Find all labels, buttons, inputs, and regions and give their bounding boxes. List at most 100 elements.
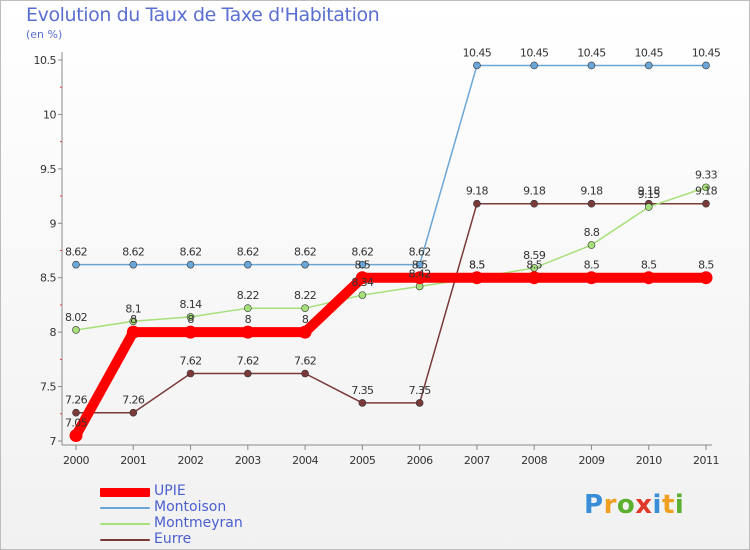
y-tick-label: 8.5 <box>40 272 56 285</box>
data-point <box>702 199 710 208</box>
data-point <box>72 326 80 334</box>
series-line-montmeyran <box>75 186 707 331</box>
data-point <box>644 61 653 70</box>
data-point <box>415 260 424 269</box>
data-point <box>415 399 424 407</box>
data-point <box>244 369 252 378</box>
data-point <box>584 271 598 285</box>
data-point <box>644 203 653 211</box>
legend-label: Montmeyran <box>154 515 243 531</box>
data-label: 7.35 <box>351 384 374 397</box>
data-label: 8.5 <box>355 259 371 272</box>
data-point <box>186 260 195 269</box>
data-label: 8.02 <box>65 311 87 324</box>
data-label: 8 <box>302 313 309 326</box>
y-tick-label: 9 <box>50 217 57 230</box>
legend-label: Montoison <box>154 499 227 515</box>
y-tick-label: 8 <box>50 326 57 339</box>
legend-item-eurre: Eurre <box>100 531 300 548</box>
data-label: 9.18 <box>523 185 546 198</box>
data-label: 8.34 <box>351 276 374 289</box>
chart-title: Evolution du Taux de Taxe d'Habitation <box>26 4 380 26</box>
data-point <box>129 260 138 269</box>
x-tick-label: 2002 <box>178 454 204 467</box>
data-label: 7.35 <box>409 384 432 397</box>
data-label: 8.62 <box>179 246 201 259</box>
data-point <box>72 408 80 417</box>
data-label: 8.62 <box>409 246 431 259</box>
data-label: 8.5 <box>469 259 485 272</box>
y-tick-label: 7.5 <box>40 381 56 394</box>
data-point <box>530 61 538 70</box>
legend-swatch <box>100 523 150 525</box>
data-point <box>244 260 252 269</box>
data-point <box>527 271 541 285</box>
legend-swatch <box>100 488 150 497</box>
data-label: 10.45 <box>634 46 663 59</box>
data-point <box>699 271 713 285</box>
data-point <box>702 183 710 192</box>
x-tick-label: 2005 <box>349 454 375 467</box>
x-tick-label: 2006 <box>407 454 433 467</box>
data-point <box>587 61 596 70</box>
data-label: 8.62 <box>122 246 144 259</box>
legend-swatch <box>100 539 150 541</box>
data-label: 9.18 <box>695 185 718 198</box>
x-tick-label: 2011 <box>693 454 719 467</box>
y-tick-label: 10.5 <box>34 54 57 67</box>
data-label: 7.62 <box>237 355 259 368</box>
data-point <box>413 271 427 285</box>
x-tick-label: 2010 <box>636 454 662 467</box>
data-label: 10.45 <box>577 46 606 59</box>
data-point <box>473 61 481 70</box>
data-point <box>702 61 710 70</box>
data-point <box>587 241 596 249</box>
series-line-upie <box>71 272 711 441</box>
data-label: 8.22 <box>237 289 259 302</box>
data-point <box>473 199 481 208</box>
data-label: 7.26 <box>65 394 88 407</box>
data-point <box>470 271 484 285</box>
x-tick-label: 2003 <box>235 454 261 467</box>
legend-label: Eurre <box>154 531 192 547</box>
data-label: 7.62 <box>294 355 316 368</box>
data-point <box>69 429 83 443</box>
x-tick-label: 2007 <box>464 454 490 467</box>
data-label: 7.26 <box>122 394 145 407</box>
legend-item-upie: UPIE <box>100 483 300 500</box>
data-label: 8.1 <box>125 302 141 315</box>
data-label: 8 <box>130 313 137 326</box>
data-label: 8.42 <box>409 267 431 280</box>
data-label: 8.14 <box>179 298 202 311</box>
data-label: 8.62 <box>351 246 373 259</box>
y-tick-label: 7 <box>50 435 57 448</box>
legend-label: UPIE <box>154 483 186 499</box>
data-label: 8.8 <box>584 226 600 239</box>
data-point <box>301 260 309 269</box>
data-label: 8.22 <box>294 289 316 302</box>
series-line-montoison <box>75 64 707 266</box>
data-label: 8.5 <box>526 259 542 272</box>
data-label: 8.59 <box>523 249 546 262</box>
legend-swatch <box>100 507 150 509</box>
legend-item-montmeyran: Montmeyran <box>100 515 300 532</box>
data-point <box>129 317 138 326</box>
x-tick-label: 2004 <box>292 454 318 467</box>
y-unit-label: (en %) <box>26 28 63 41</box>
data-label: 8 <box>245 313 252 326</box>
data-label: 8.5 <box>412 259 428 272</box>
data-label: 10.45 <box>463 46 492 59</box>
data-label: 8.62 <box>237 246 259 259</box>
data-point <box>241 325 255 339</box>
x-tick-label: 2009 <box>578 454 604 467</box>
data-label: 8 <box>187 313 194 326</box>
data-point <box>301 369 309 378</box>
data-point <box>355 271 369 285</box>
x-tick-label: 2001 <box>120 454 146 467</box>
y-tick-label: 10 <box>43 108 56 121</box>
data-point <box>301 304 309 312</box>
data-point <box>126 325 140 339</box>
x-tick-label: 2008 <box>521 454 547 467</box>
series-line-eurre <box>75 202 707 414</box>
